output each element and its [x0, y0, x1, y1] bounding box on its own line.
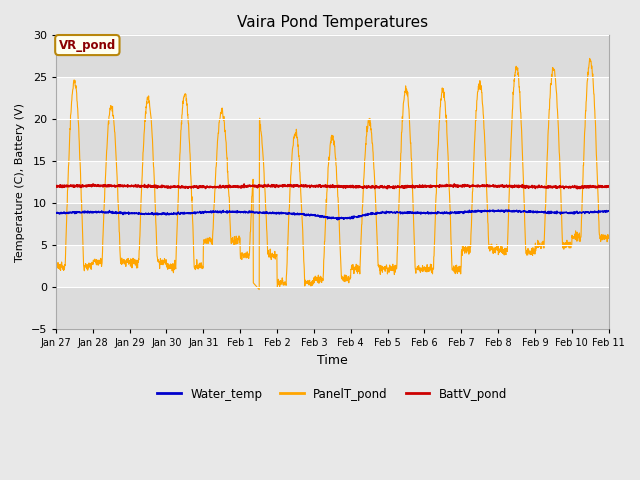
Bar: [56, 161, 609, 203]
Title: Vaira Pond Temperatures: Vaira Pond Temperatures: [237, 15, 428, 30]
Legend: Water_temp, PanelT_pond, BattV_pond: Water_temp, PanelT_pond, BattV_pond: [153, 383, 512, 405]
Text: VR_pond: VR_pond: [59, 38, 116, 51]
X-axis label: Time: Time: [317, 354, 348, 367]
Y-axis label: Temperature (C), Battery (V): Temperature (C), Battery (V): [15, 103, 25, 262]
Bar: [56, 77, 609, 119]
Bar: [56, 245, 609, 287]
Bar: [56, 287, 609, 329]
Bar: [56, 203, 609, 245]
Bar: [56, 36, 609, 77]
Bar: [56, 119, 609, 161]
